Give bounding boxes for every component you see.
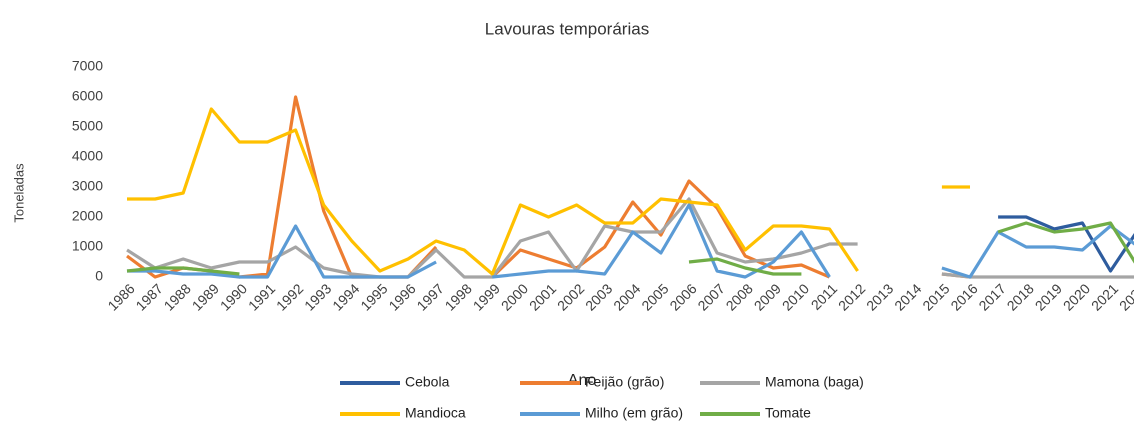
x-tick-label: 2022 — [1116, 280, 1134, 313]
x-tick-label: 1999 — [470, 280, 503, 313]
x-tick-label: 2005 — [638, 280, 671, 313]
x-tick-label: 2003 — [582, 280, 615, 313]
y-tick-label: 4000 — [72, 148, 103, 164]
x-tick-label: 2017 — [975, 280, 1008, 313]
x-tick-label: 2004 — [610, 280, 643, 313]
chart-title: Lavouras temporárias — [485, 19, 649, 38]
x-tick-label: 2016 — [947, 280, 980, 313]
x-tick-label: 1992 — [273, 280, 306, 313]
legend-label: Feijão (grão) — [585, 374, 664, 390]
x-tick-label: 1989 — [189, 280, 222, 313]
x-tick-label: 2015 — [919, 280, 952, 313]
x-tick-label: 1993 — [301, 280, 334, 313]
x-tick-label: 1986 — [104, 280, 137, 313]
y-tick-label: 2000 — [72, 208, 103, 224]
series-line — [126, 221, 1134, 276]
legend-label: Tomate — [765, 405, 811, 421]
legend-label: Mandioca — [405, 405, 466, 421]
y-tick-label: 1000 — [72, 238, 103, 254]
x-tick-label: 1988 — [161, 280, 194, 313]
x-tick-label: 2011 — [808, 280, 841, 313]
x-tick-label: 1997 — [413, 280, 446, 313]
x-tick-label: 1990 — [217, 280, 250, 313]
y-tick-label: 6000 — [72, 88, 103, 104]
legend-label: Cebola — [405, 374, 450, 390]
y-tick-label: 0 — [95, 268, 103, 284]
x-tick-label: 2002 — [554, 280, 587, 313]
x-tick-label: 1991 — [245, 280, 278, 313]
x-tick-label: 1994 — [329, 280, 362, 313]
x-tick-label: 2000 — [498, 280, 531, 313]
x-tick-label: 2010 — [779, 280, 812, 313]
x-tick-label: 1987 — [132, 280, 165, 313]
x-tick-label: 2013 — [863, 280, 896, 313]
x-tick-label: 2019 — [1032, 280, 1065, 313]
series-line — [127, 203, 1134, 279]
x-tick-label: 2020 — [1060, 280, 1093, 313]
y-axis-title: Toneladas — [11, 163, 26, 223]
legend-label: Mamona (baga) — [765, 374, 864, 390]
x-tick-label: 2021 — [1088, 280, 1121, 313]
x-tick-label: 2008 — [723, 280, 756, 313]
y-tick-label: 5000 — [72, 118, 103, 134]
x-tick-label: 1998 — [442, 280, 475, 313]
x-tick-label: 1996 — [385, 280, 418, 313]
x-tick-label: 2018 — [1004, 280, 1037, 313]
x-tick-label: 2007 — [694, 280, 727, 313]
x-tick-label: 1995 — [357, 280, 390, 313]
y-tick-label: 7000 — [72, 58, 103, 74]
x-tick-label: 2006 — [666, 280, 699, 313]
series-line — [998, 215, 1134, 273]
y-tick-label: 3000 — [72, 178, 103, 194]
x-tick-label: 2012 — [835, 280, 868, 313]
x-tick-label: 2014 — [891, 280, 924, 313]
x-tick-label: 2001 — [526, 280, 559, 313]
x-tick-label: 2009 — [751, 280, 784, 313]
legend-label: Milho (em grão) — [585, 405, 683, 421]
series-line — [127, 107, 970, 276]
